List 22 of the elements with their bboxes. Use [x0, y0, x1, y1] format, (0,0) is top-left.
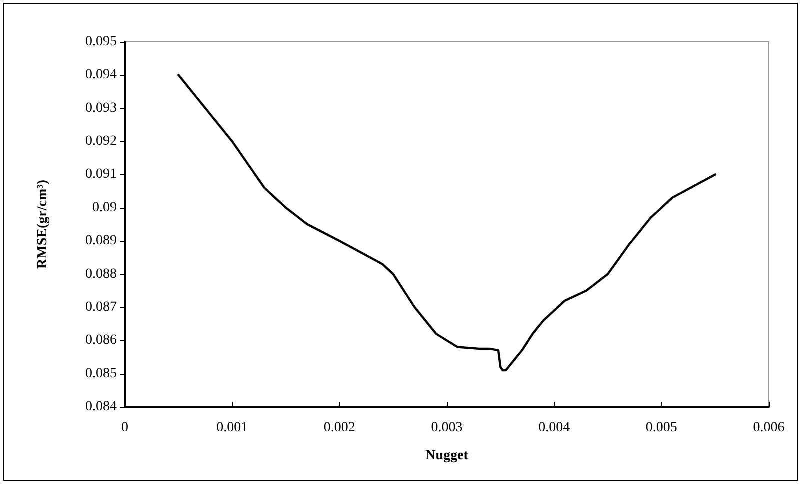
y-tick-label: 0.091: [86, 167, 117, 182]
y-tick-label: 0.087: [86, 300, 117, 315]
y-tick-label: 0.092: [86, 134, 117, 150]
x-tick-label: 0.001: [216, 420, 248, 436]
y-tick-label: 0.088: [86, 266, 117, 282]
x-tick-label: 0.006: [753, 420, 785, 436]
y-tick-label: 0.093: [86, 100, 117, 116]
x-tick-label: 0.004: [538, 420, 570, 436]
x-tick-label: 0.002: [324, 420, 356, 436]
y-tick-label: 0.094: [86, 68, 117, 83]
x-tick-label: 0.003: [431, 420, 463, 436]
y-tick-label: 0.086: [86, 333, 117, 348]
y-tick-label: 0.095: [86, 34, 117, 50]
y-axis-title: RMSE(gr/cm³): [36, 180, 50, 269]
x-axis-title: Nugget: [426, 448, 469, 464]
x-tick-label: 0.005: [646, 420, 678, 436]
y-tick-label: 0.09: [92, 200, 117, 216]
x-tick-label: 0: [122, 420, 128, 436]
y-tick-label: 0.089: [86, 234, 117, 249]
y-tick-label: 0.085: [86, 366, 117, 382]
line-series: [178, 74, 716, 372]
y-tick-label: 0.084: [86, 400, 117, 414]
